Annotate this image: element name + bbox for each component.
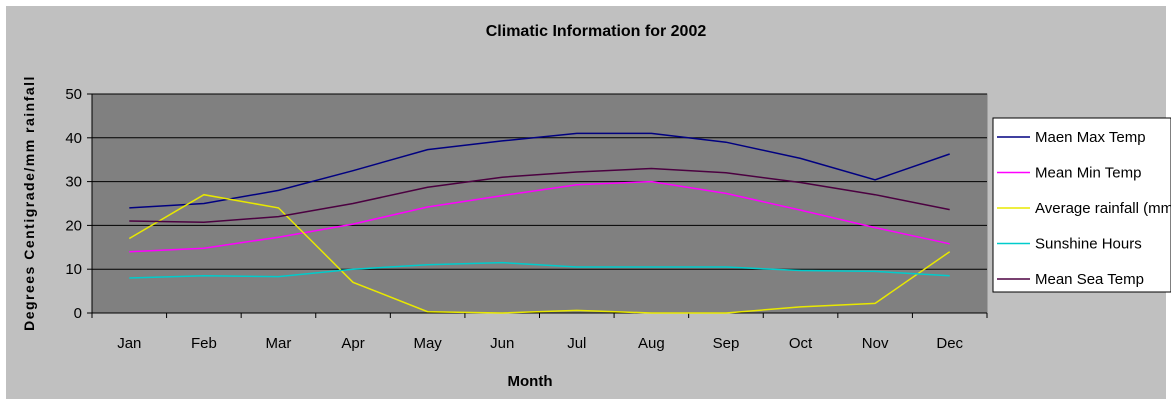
x-tick-label: Jul [567, 335, 586, 352]
series-line-1 [129, 132, 950, 209]
y-tick-label: 50 [65, 86, 82, 103]
y-tick-label: 0 [74, 305, 82, 322]
legend-label: Mean Min Temp [1035, 165, 1141, 182]
y-tick-label: 20 [65, 217, 82, 234]
chart-title: Climatic Information for 2002 [486, 23, 707, 40]
x-tick-label: Feb [191, 335, 217, 352]
x-tick-label: Nov [862, 335, 889, 352]
legend-label: Sunshine Hours [1035, 236, 1142, 253]
series-lines [128, 132, 951, 314]
x-tick-label: Mar [266, 335, 292, 352]
y-axis-label: Degrees Centigrade/mm rainfall [21, 75, 37, 331]
y-tick-label: 10 [65, 261, 82, 278]
series-line-3 [128, 193, 951, 314]
legend-label: Average rainfall (mm) [1035, 200, 1171, 217]
x-tick-label: Jan [117, 335, 141, 352]
x-axis-label: Month [508, 373, 553, 390]
legend-label: Mean Sea Temp [1035, 271, 1144, 288]
y-tick-label: 40 [65, 130, 82, 147]
x-tick-label: Jun [490, 335, 514, 352]
x-axis-ticks: Jan Feb Mar Apr May Jun Jul Aug Sep Oct Nov Dec [91, 313, 988, 352]
series-line-2 [129, 180, 950, 253]
series-line-4 [129, 261, 950, 279]
x-tick-label: Oct [789, 335, 813, 352]
legend: Maen Max Temp Mean Min Temp Average rainfa… [997, 129, 1171, 288]
x-tick-label: Apr [341, 335, 364, 352]
series-line-5 [129, 167, 950, 224]
x-tick-label: Aug [638, 335, 665, 352]
x-tick-label: Sep [713, 335, 740, 352]
x-tick-label: Dec [936, 335, 963, 352]
x-tick-label: May [413, 335, 442, 352]
legend-label: Maen Max Temp [1035, 129, 1146, 146]
plot-area [91, 93, 988, 314]
legend-box [992, 117, 1171, 293]
y-tick-label: 30 [65, 174, 82, 191]
